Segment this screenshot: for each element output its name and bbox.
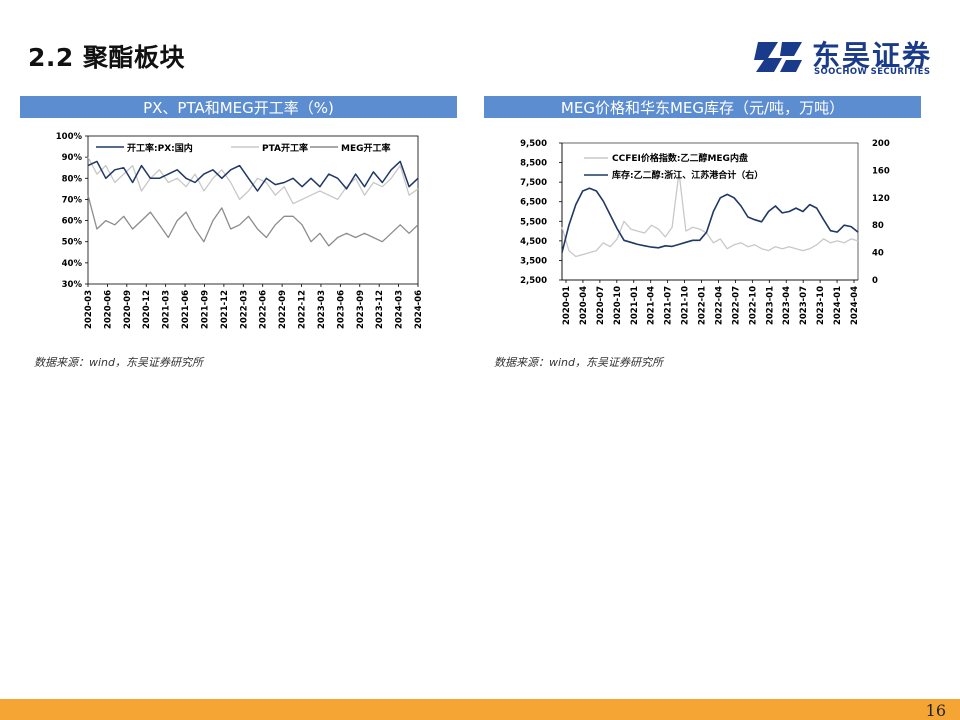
x-tick-label: 2023-09 <box>356 290 366 329</box>
x-tick-label: 2023-03 <box>317 290 327 329</box>
y-tick-label: 100% <box>56 132 83 142</box>
x-tick-label: 2021-09 <box>200 290 210 329</box>
x-tick-label: 2022-01 <box>698 286 708 325</box>
y-left-tick-label: 8,500 <box>520 159 547 169</box>
x-tick-label: 2020-04 <box>579 286 589 325</box>
x-tick-label: 2020-09 <box>123 290 133 329</box>
x-tick-label: 2021-03 <box>162 290 172 329</box>
x-tick-label: 2021-10 <box>681 286 691 325</box>
left-panel-header: PX、PTA和MEG开工率（%) <box>20 96 457 118</box>
plot-frame <box>87 135 419 285</box>
y-right-tick-label: 40 <box>872 249 884 259</box>
legend-label: CCFEI价格指数:乙二醇MEG内盘 <box>612 152 748 164</box>
y-tick-label: 40% <box>62 259 83 269</box>
plot-frame <box>561 142 859 281</box>
y-tick-label: 30% <box>62 280 83 290</box>
logo-chinese-text: 东吴证券 <box>812 39 933 72</box>
x-tick-label: 2021-01 <box>630 286 640 325</box>
series-line <box>561 171 859 258</box>
y-tick-label: 50% <box>62 238 83 248</box>
x-tick-label: 2022-04 <box>714 286 724 325</box>
legend-label: MEG开工率 <box>341 142 391 154</box>
y-left-tick-label: 9,500 <box>520 139 547 149</box>
x-tick-label: 2022-12 <box>298 290 308 329</box>
y-right-tick-label: 0 <box>872 276 878 286</box>
y-tick-label: 90% <box>62 153 83 163</box>
x-tick-label: 2020-07 <box>596 286 606 325</box>
legend-label: 库存:乙二醇:浙江、江苏港合计（右） <box>612 169 763 181</box>
right-source-note: 数据来源：wind，东吴证券研究所 <box>494 356 664 369</box>
x-tick-label: 2022-06 <box>259 290 269 329</box>
y-tick-label: 60% <box>62 217 83 227</box>
x-tick-label: 2022-03 <box>239 290 249 329</box>
x-tick-label: 2024-06 <box>414 290 424 329</box>
logo-english-text: SOOCHOW SECURITIES <box>814 67 931 77</box>
x-tick-label: 2021-04 <box>647 286 657 325</box>
y-left-tick-label: 3,500 <box>520 256 547 266</box>
x-tick-label: 2021-07 <box>664 286 674 325</box>
x-tick-label: 2024-03 <box>395 290 405 329</box>
series-line <box>561 187 859 253</box>
page-number: 16 <box>925 701 946 720</box>
x-tick-label: 2024-04 <box>850 286 860 325</box>
y-tick-label: 70% <box>62 195 83 205</box>
y-right-tick-label: 80 <box>872 221 884 231</box>
left-source-note: 数据来源：wind，东吴证券研究所 <box>34 356 204 369</box>
y-left-tick-label: 7,500 <box>520 178 547 188</box>
x-tick-label: 2020-10 <box>613 286 623 325</box>
series-line <box>87 195 419 247</box>
x-tick-label: 2023-12 <box>375 290 385 329</box>
x-tick-label: 2024-01 <box>833 286 843 325</box>
footer-bar: 16 <box>0 699 960 720</box>
x-tick-label: 2021-06 <box>181 290 191 329</box>
x-tick-label: 2022-10 <box>748 286 758 325</box>
x-tick-label: 2021-12 <box>220 290 230 329</box>
soochow-logo-icon <box>754 42 802 72</box>
meg-price-inventory-chart: 9,500 8,500 7,500 6,500 5,500 4,500 3,500 2,500… <box>520 139 890 325</box>
y-right-tick-label: 200 <box>872 139 890 149</box>
y-left-tick-label: 6,500 <box>520 198 547 208</box>
company-logo: 东吴证券 SOOCHOW SECURITIES <box>752 34 942 80</box>
x-tick-label: 2023-01 <box>765 286 775 325</box>
legend-label: PTA开工率 <box>262 142 308 154</box>
y-right-tick-label: 160 <box>872 166 890 176</box>
x-tick-label: 2023-04 <box>782 286 792 325</box>
right-panel-header: MEG价格和华东MEG库存（元/吨，万吨） <box>484 96 921 118</box>
x-tick-label: 2022-09 <box>278 290 288 329</box>
x-tick-label: 2020-12 <box>142 290 152 329</box>
y-left-tick-label: 2,500 <box>520 276 547 286</box>
utilization-rate-chart: 100% 90% 80% 70% 60% 50% 40% 30%2020-03 2020-06 2… <box>56 132 424 329</box>
y-left-tick-label: 4,500 <box>520 237 547 247</box>
x-tick-label: 2020-01 <box>562 286 572 325</box>
x-tick-label: 2023-10 <box>816 286 826 325</box>
y-tick-label: 80% <box>62 174 83 184</box>
page-title: 2.2 聚酯板块 <box>28 43 185 72</box>
legend-label: 开工率:PX:国内 <box>127 142 193 154</box>
x-tick-label: 2020-06 <box>103 290 113 329</box>
x-tick-label: 2022-07 <box>731 286 741 325</box>
x-tick-label: 2020-03 <box>84 290 94 329</box>
series-line <box>87 160 419 192</box>
x-tick-label: 2023-07 <box>799 286 809 325</box>
y-right-tick-label: 120 <box>872 194 890 204</box>
y-left-tick-label: 5,500 <box>520 217 547 227</box>
x-tick-label: 2023-06 <box>336 290 346 329</box>
